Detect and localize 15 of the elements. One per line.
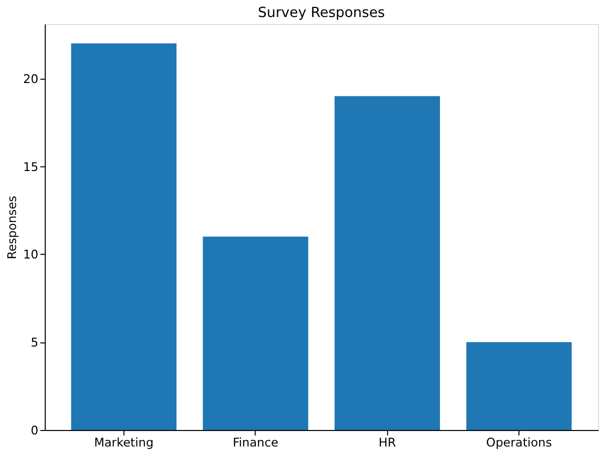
bar (334, 96, 440, 430)
x-tick-label: Finance (232, 435, 278, 450)
bar (71, 43, 177, 430)
bar (202, 236, 308, 430)
chart-title: Survey Responses (258, 5, 385, 22)
bar (466, 342, 572, 430)
y-tick-label: 15 (23, 160, 38, 174)
y-tick-label: 5 (30, 336, 38, 350)
y-tick-label: 0 (30, 423, 38, 438)
x-tick-label: Operations (486, 435, 552, 450)
x-tick-label: Marketing (94, 435, 154, 450)
y-tick-label: 10 (23, 248, 38, 262)
y-axis-title: Responses (5, 196, 20, 260)
y-tick-label: 20 (23, 72, 38, 86)
x-tick-label: HR (378, 435, 396, 450)
